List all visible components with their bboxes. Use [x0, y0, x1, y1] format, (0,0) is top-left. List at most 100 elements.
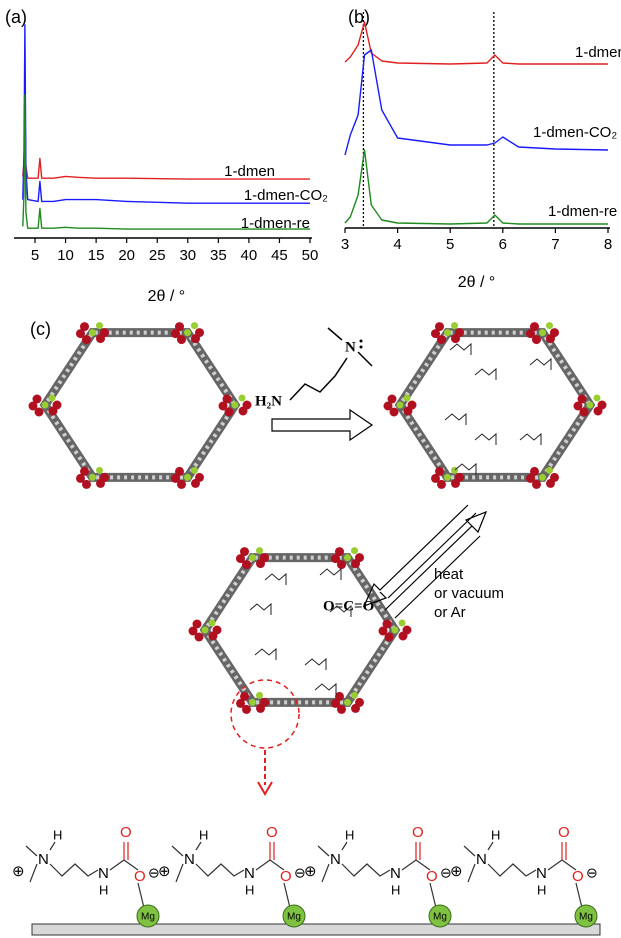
amine-label: H₂N [255, 393, 282, 409]
metal-cluster-atom [80, 322, 89, 332]
series-line [22, 94, 310, 230]
metal-cluster-atom [256, 547, 263, 555]
metal-cluster-atom [231, 401, 239, 409]
charge: ⊕ [12, 863, 25, 880]
bond [357, 351, 373, 367]
metal-cluster-atom [236, 698, 245, 708]
amine-sketch [449, 342, 472, 355]
amine-sketch [519, 432, 542, 445]
metal-cluster-atom [82, 479, 91, 489]
lone-pair [359, 339, 363, 343]
metal-cluster-atom [28, 401, 38, 411]
co2-label: O=C=O [323, 598, 374, 614]
metal-cluster-atom [238, 394, 246, 402]
x-tick-label: 40 [241, 247, 258, 264]
reaction-arrow [394, 535, 481, 619]
metal-cluster-atom [100, 328, 109, 338]
atom: H [391, 882, 400, 897]
panel-label: (a) [5, 7, 27, 27]
metal-cluster-atom [455, 328, 464, 338]
atom: N [476, 851, 487, 868]
metal-cluster-atom [89, 473, 96, 481]
amine-sketch [254, 647, 277, 660]
bond [321, 863, 330, 883]
metal-cluster-atom [593, 394, 601, 402]
metal-cluster-atom [579, 407, 589, 417]
bond [487, 863, 537, 877]
atom: H [199, 827, 208, 842]
highlight-arrowhead [257, 781, 273, 796]
metal-cluster-atom [455, 472, 464, 482]
amine-sketch [329, 604, 352, 617]
metal-cluster-atom [444, 329, 451, 337]
amine-sketch [474, 432, 497, 445]
condition: heat [434, 566, 464, 583]
bond [487, 841, 494, 851]
series-label: 1-dmen-CO₂ [244, 187, 328, 204]
bond [467, 863, 476, 883]
bond [171, 845, 184, 857]
metal-cluster-atom [48, 394, 56, 402]
metal-cluster-atom [201, 626, 209, 634]
series-label: 1-dmen-re [548, 203, 617, 220]
metal-cluster-atom [403, 394, 411, 402]
metal-cluster-atom [82, 335, 91, 345]
metal-cluster-atom [177, 479, 186, 489]
x-tick-label: 50 [302, 247, 319, 264]
series-label: 1-dmen-re [241, 215, 310, 232]
atom: N [330, 851, 341, 868]
metal-cluster-atom [236, 554, 245, 564]
metal-cluster-atom [212, 625, 222, 635]
metal-cluster-atom [242, 560, 251, 570]
atom: H [491, 827, 500, 842]
metal-cluster-atom [444, 473, 451, 481]
metal-cluster-atom [389, 407, 399, 417]
metal-cluster-atom [76, 473, 85, 483]
metal-cluster-atom [550, 328, 559, 338]
metal-cluster-atom [355, 697, 364, 707]
amine-sketch [304, 657, 327, 670]
metal-cluster-atom [451, 322, 458, 330]
metal-cluster-atom [337, 560, 346, 570]
metal-cluster-atom [351, 547, 358, 555]
condition: or Ar [434, 604, 466, 621]
atom: O [412, 824, 424, 841]
metal-cluster-atom [195, 472, 204, 482]
atom: H [537, 882, 546, 897]
metal-cluster-atom [331, 698, 340, 708]
bond [289, 357, 348, 401]
metal-cluster-atom [335, 547, 344, 557]
x-tick-label: 30 [179, 247, 196, 264]
bond [327, 327, 343, 341]
atom: Mg [579, 912, 593, 923]
metal-cluster-atom [218, 401, 228, 411]
metal-cluster-atom [532, 335, 541, 345]
atom: O [280, 868, 292, 885]
condition: or vacuum [434, 585, 504, 602]
atom: H [245, 882, 254, 897]
bond [195, 863, 245, 877]
metal-cluster-atom [387, 394, 397, 404]
x-tick-label: 35 [210, 247, 227, 264]
charge: ⊖ [148, 865, 160, 881]
series-label: 1-dmen [224, 163, 275, 180]
metal-cluster-atom [546, 322, 553, 330]
metal-cluster-atom [431, 329, 440, 339]
metal-cluster-atom [546, 466, 553, 474]
x-tick-label: 25 [149, 247, 166, 264]
metal-cluster-atom [384, 632, 394, 642]
metal-atom [428, 904, 452, 928]
metal-atom [574, 904, 598, 928]
framework-edge [39, 328, 241, 482]
x-tick-label: 45 [271, 247, 288, 264]
metal-cluster-atom [52, 400, 62, 410]
x-tick-label: 5 [31, 247, 39, 264]
amine-sketch [319, 567, 342, 580]
metal-cluster-atom [344, 698, 351, 706]
reaction-arrow [387, 512, 477, 599]
metal-cluster-atom [191, 466, 198, 474]
atom: H [53, 827, 62, 842]
metal-cluster-atom [586, 401, 594, 409]
atom: O [558, 824, 570, 841]
